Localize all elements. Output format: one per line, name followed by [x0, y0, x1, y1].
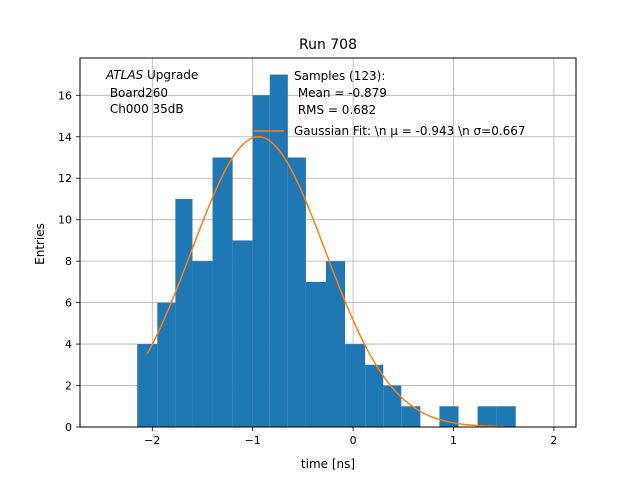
histogram-bar — [325, 261, 346, 427]
histogram-bar — [383, 385, 402, 427]
histogram-bar — [305, 281, 326, 427]
gaussian-fit-line — [146, 136, 504, 428]
histogram-bar — [269, 74, 288, 428]
histogram-bar — [252, 95, 270, 427]
x-axis-label: time [ns] — [301, 457, 355, 471]
histogram-bar — [192, 261, 213, 427]
x-tick-label: −1 — [245, 434, 261, 447]
y-tick-label: 2 — [65, 380, 72, 393]
x-tick-label: 2 — [550, 434, 557, 447]
y-tick-label: 4 — [65, 338, 72, 351]
x-tick-label: −2 — [144, 434, 160, 447]
histogram-bar — [401, 406, 421, 427]
y-tick-label: 12 — [58, 172, 72, 185]
y-tick-label: 8 — [65, 255, 72, 268]
histogram-bar — [232, 240, 253, 427]
chart-title: Run 708 — [299, 37, 357, 53]
y-tick-label: 10 — [58, 214, 72, 227]
legend-stats-line-2: Mean = -0.879 — [294, 86, 387, 100]
legend-stats-line-1: Samples (123): — [294, 69, 385, 83]
annotation-line-2: Board260 — [106, 86, 168, 100]
histogram-bar — [137, 344, 158, 427]
y-tick-label: 16 — [58, 89, 72, 102]
annotation-line-3: Ch000 35dB — [106, 102, 184, 116]
histogram-bar — [345, 344, 366, 427]
annotation-upgrade: Upgrade — [143, 68, 198, 82]
gaussian-fit-curve — [146, 136, 504, 428]
legend-stats-line-3: RMS = 0.682 — [294, 103, 376, 117]
y-tick-label: 14 — [58, 131, 72, 144]
histogram-bar — [212, 157, 233, 427]
y-axis-label: Entries — [33, 223, 47, 265]
histogram-bar — [496, 406, 516, 427]
legend: Samples (123): Mean = -0.879 RMS = 0.682… — [254, 69, 526, 138]
x-tick-label: 0 — [350, 434, 357, 447]
y-axis-ticks: 0 2 4 6 8 10 12 14 16 — [58, 89, 80, 434]
annotation-line-1: ATLAS Upgrade — [105, 68, 198, 82]
histogram-bar — [157, 302, 176, 427]
histogram-bar — [175, 198, 193, 427]
histogram-bars — [137, 74, 516, 428]
y-tick-label: 0 — [65, 421, 72, 434]
histogram-bar — [287, 157, 306, 427]
x-axis-ticks: −2 −1 0 1 2 — [144, 427, 557, 447]
x-tick-label: 1 — [450, 434, 457, 447]
histogram-bar — [439, 406, 459, 427]
plot-frame — [79, 57, 577, 428]
y-tick-label: 6 — [65, 297, 72, 310]
histogram-bar — [365, 364, 384, 427]
histogram-bar — [477, 406, 497, 427]
detector-annotation: ATLAS Upgrade Board260 Ch000 35dB — [105, 68, 198, 116]
legend-fit-label: Gaussian Fit: \n μ = -0.943 \n σ=0.667 — [294, 124, 526, 138]
annotation-atlas: ATLAS — [105, 68, 144, 82]
